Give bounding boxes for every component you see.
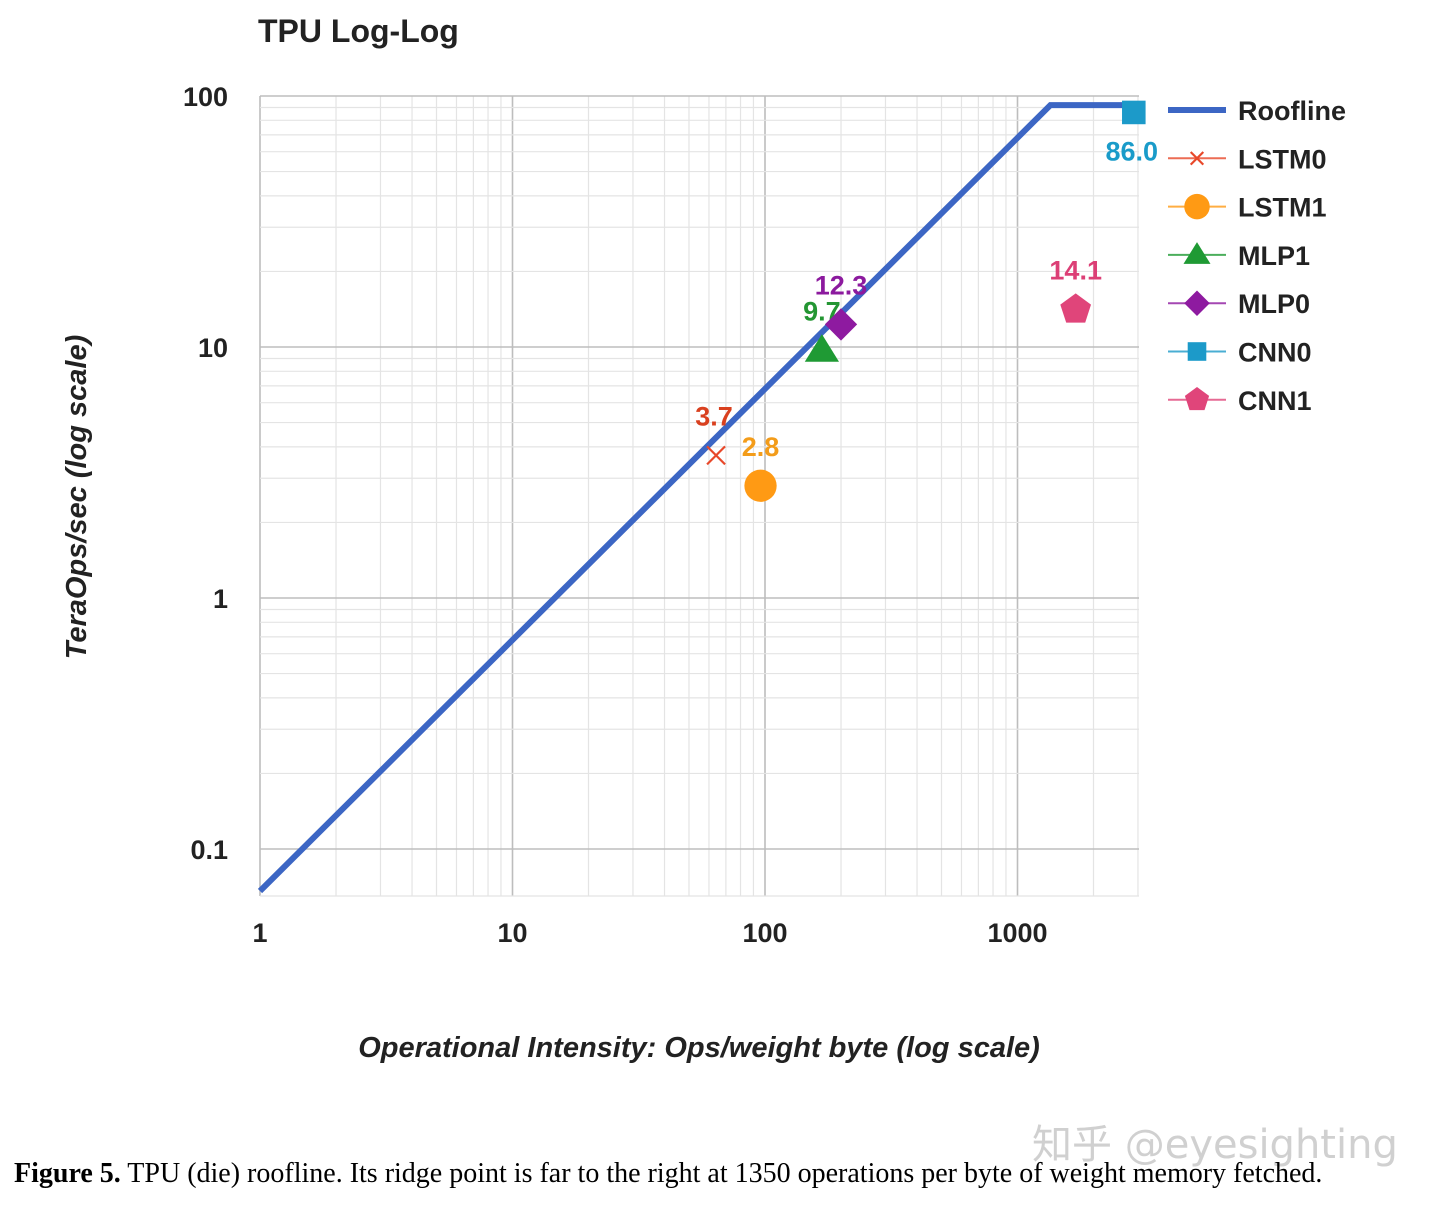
- figure-caption: Figure 5. TPU (die) roofline. Its ridge …: [14, 1158, 1322, 1190]
- point-cnn1: 14.1: [1049, 256, 1102, 323]
- marker-cnn0: [1122, 100, 1146, 125]
- legend-label: MLP1: [1238, 241, 1310, 271]
- legend-item-cnn1: CNN1: [1168, 386, 1312, 416]
- data-label-cnn1: 14.1: [1049, 256, 1102, 286]
- point-mlp0: 12.3: [815, 270, 868, 341]
- x-tick-label: 10: [497, 918, 527, 948]
- legend-item-lstm1: LSTM1: [1168, 193, 1327, 223]
- marker-cnn1: [1060, 293, 1091, 323]
- data-points: 3.7 2.8 9.712.3 86.0 14.1: [695, 100, 1159, 502]
- y-tick-label: 100: [183, 82, 228, 112]
- legend-item-mlp0: MLP0: [1168, 289, 1310, 319]
- point-lstm1: 2.8: [742, 432, 780, 502]
- data-label-lstm0: 3.7: [695, 401, 733, 431]
- marker-mlp1: [804, 334, 839, 362]
- legend: Roofline LSTM0 LSTM1 MLP1 MLP0 CNN0 CNN1: [1168, 96, 1346, 416]
- marker-lstm0: [706, 445, 726, 466]
- caption-text: TPU (die) roofline. Its ridge point is f…: [120, 1158, 1323, 1189]
- legend-marker: [1187, 342, 1207, 361]
- marker-lstm1: [744, 469, 777, 502]
- legend-marker: [1183, 242, 1211, 264]
- legend-marker: [1184, 290, 1210, 316]
- legend-item-cnn0: CNN0: [1168, 338, 1312, 368]
- data-label-mlp0: 12.3: [815, 270, 868, 300]
- data-label-cnn0: 86.0: [1106, 136, 1159, 166]
- legend-label: CNN0: [1238, 338, 1312, 368]
- roofline-line: [257, 102, 1138, 894]
- legend-item-lstm0: LSTM0: [1168, 144, 1327, 174]
- legend-item-mlp1: MLP1: [1168, 241, 1310, 271]
- watermark: 知乎 @eyesighting: [1032, 1122, 1398, 1168]
- x-tick-label: 1000: [987, 918, 1047, 948]
- roofline-chart: TPU Log-Log 1 10 100 1000 0.1 1 10 100 3.7 2.8 9.…: [61, 13, 1346, 1064]
- point-lstm0: 3.7: [695, 401, 733, 466]
- roofline-series: [257, 102, 1138, 894]
- point-mlp1: 9.7: [803, 296, 841, 362]
- chart-title: TPU Log-Log: [258, 13, 459, 49]
- x-tick-label: 100: [742, 918, 787, 948]
- y-tick-label: 1: [213, 584, 228, 614]
- y-axis-label: TeraOps/sec (log scale): [61, 335, 93, 660]
- legend-marker: [1189, 151, 1205, 166]
- x-tick-label: 1: [252, 918, 267, 948]
- axes: 1 10 100 1000 0.1 1 10 100: [183, 82, 1048, 948]
- y-tick-label: 10: [198, 333, 228, 363]
- legend-label: MLP0: [1238, 289, 1310, 319]
- legend-label: LSTM1: [1238, 193, 1327, 223]
- grid-lines: [259, 95, 1139, 897]
- legend-marker: [1184, 387, 1210, 411]
- marker-mlp0: [824, 308, 858, 341]
- legend-label: LSTM0: [1238, 144, 1327, 174]
- caption-prefix: Figure 5.: [14, 1158, 121, 1189]
- data-label-lstm1: 2.8: [742, 432, 780, 462]
- legend-label: CNN1: [1238, 386, 1312, 416]
- legend-marker: [1184, 193, 1210, 220]
- legend-item-roofline: Roofline: [1168, 96, 1346, 126]
- legend-label: Roofline: [1238, 96, 1346, 126]
- x-axis-label: Operational Intensity: Ops/weight byte (…: [358, 1032, 1040, 1064]
- y-tick-label: 0.1: [190, 835, 228, 865]
- point-cnn0: 86.0: [1106, 100, 1159, 166]
